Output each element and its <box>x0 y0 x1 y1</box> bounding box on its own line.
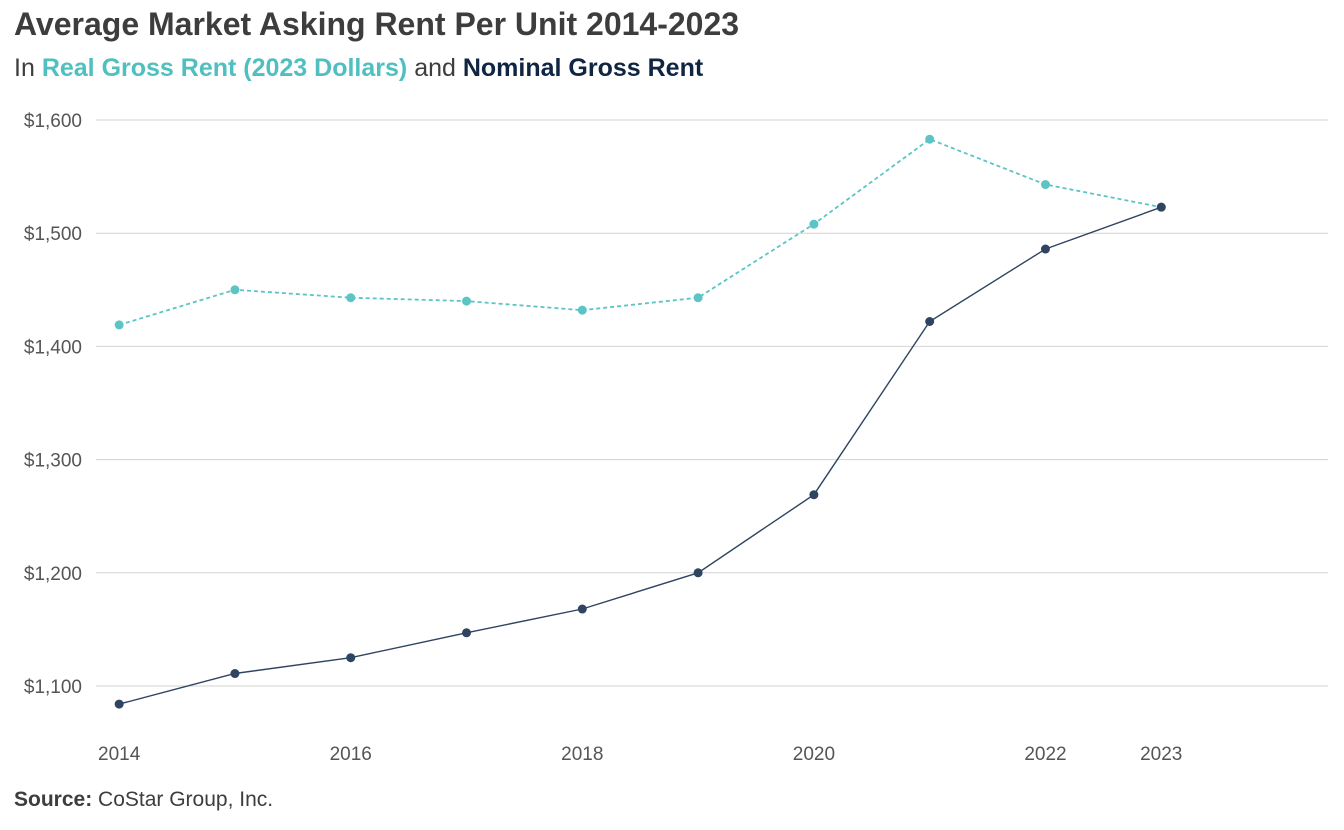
data-point-real <box>114 320 124 330</box>
data-point-real <box>346 293 356 303</box>
data-point-real <box>809 219 819 229</box>
subtitle-and: and <box>414 54 456 82</box>
source-label: Source: <box>14 788 93 811</box>
x-tick-label: 2023 <box>1140 744 1182 765</box>
y-tick-label: $1,400 <box>24 337 82 358</box>
y-tick-label: $1,300 <box>24 451 82 472</box>
y-tick-label: $1,100 <box>24 677 82 698</box>
data-point-real <box>462 296 472 306</box>
x-tick-label: 2014 <box>98 744 141 765</box>
data-point-real <box>693 293 703 303</box>
data-point-real <box>577 305 587 315</box>
data-point-real <box>230 285 240 295</box>
chart-title: Average Market Asking Rent Per Unit 2014… <box>14 6 740 42</box>
data-point-nominal <box>1156 202 1166 212</box>
y-tick-label: $1,200 <box>24 564 82 585</box>
data-point-nominal <box>925 316 935 326</box>
data-point-nominal <box>346 653 356 663</box>
data-point-nominal <box>230 669 240 679</box>
subtitle-real-series: Real Gross Rent (2023 Dollars) <box>41 54 408 82</box>
data-point-nominal <box>693 568 703 578</box>
y-axis-ticks: $1,100 $1,200 $1,300 $1,400 $1,500 $1,600 <box>24 111 82 698</box>
data-point-nominal <box>1040 244 1050 254</box>
data-point-real <box>925 134 935 144</box>
y-tick-label: $1,500 <box>24 224 82 245</box>
subtitle-nominal-series: Nominal Gross Rent <box>462 54 704 82</box>
data-point-nominal <box>114 699 124 709</box>
x-axis-ticks: 2014 2016 2018 2020 2022 2023 <box>98 744 1182 765</box>
y-tick-label: $1,600 <box>24 111 82 132</box>
grid-lines <box>96 119 1328 687</box>
series-group <box>114 134 1166 709</box>
x-tick-label: 2016 <box>330 744 372 765</box>
x-tick-label: 2020 <box>793 744 835 765</box>
source-text: CoStar Group, Inc. <box>98 788 274 811</box>
chart-subtitle: In Real Gross Rent (2023 Dollars) and No… <box>14 54 703 83</box>
source-note: Source: CoStar Group, Inc. <box>14 788 273 812</box>
subtitle-prefix: In <box>14 54 35 82</box>
data-point-nominal <box>809 490 819 500</box>
data-point-nominal <box>462 628 472 638</box>
x-tick-label: 2022 <box>1024 744 1066 765</box>
data-point-real <box>1040 180 1050 190</box>
data-point-nominal <box>577 604 587 614</box>
x-tick-label: 2018 <box>561 744 603 765</box>
series-line-real <box>118 138 1162 326</box>
series-line-nominal <box>119 206 1162 705</box>
